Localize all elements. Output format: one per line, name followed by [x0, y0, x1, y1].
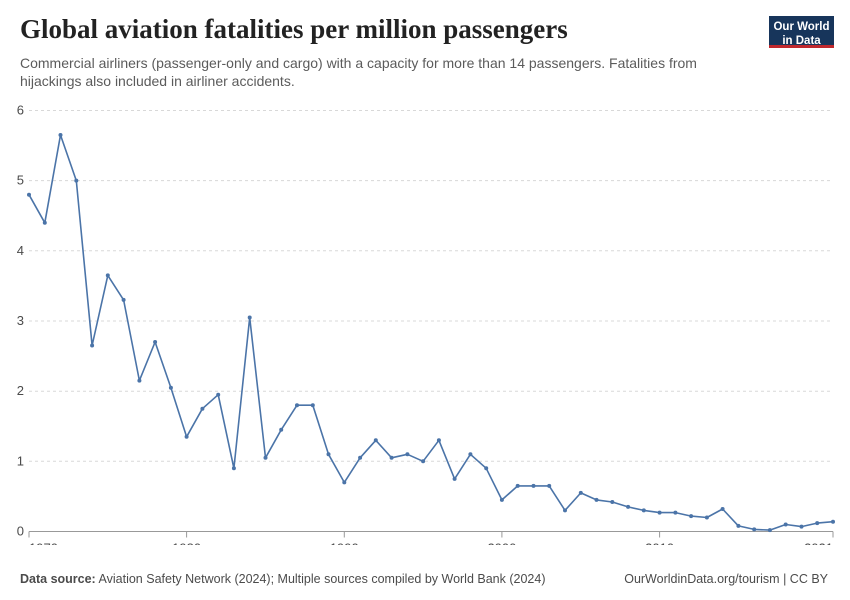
svg-text:1990: 1990 [330, 541, 359, 546]
svg-text:2010: 2010 [645, 541, 674, 546]
svg-text:2000: 2000 [487, 541, 516, 546]
svg-text:1: 1 [17, 453, 24, 468]
svg-text:1970: 1970 [29, 541, 58, 546]
svg-text:0: 0 [17, 524, 24, 539]
svg-text:2: 2 [17, 383, 24, 398]
svg-text:6: 6 [17, 103, 24, 118]
svg-text:5: 5 [17, 173, 24, 188]
svg-text:1980: 1980 [172, 541, 201, 546]
svg-text:3: 3 [17, 313, 24, 328]
svg-text:2021: 2021 [804, 541, 833, 546]
svg-text:4: 4 [17, 243, 24, 258]
